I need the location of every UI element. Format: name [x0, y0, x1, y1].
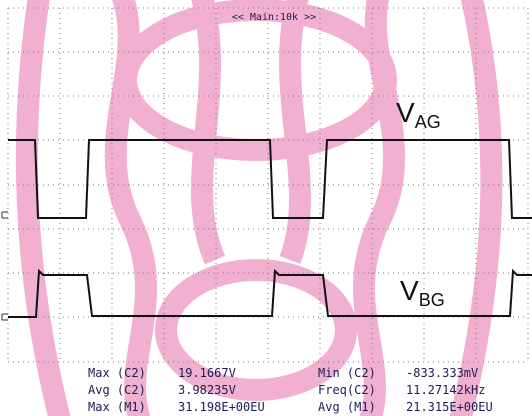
measure-value: 31.198E+00EU: [178, 400, 265, 414]
measure-name: Min (C2): [318, 366, 376, 380]
measure-value: 19.1667V: [178, 366, 236, 380]
measure-name: Max (C2): [88, 366, 146, 380]
measure-value: -833.333mV: [406, 366, 478, 380]
measure-name: Avg (C2): [88, 383, 146, 397]
measure-name: Avg (M1): [318, 400, 376, 414]
measure-value: 11.27142kHz: [406, 383, 485, 397]
timebase-label: << Main:10k >>: [232, 12, 316, 23]
scope-screen: << Main:10k >> VAG VBG Max (C2) 19.1667V…: [0, 0, 532, 416]
measure-name: Freq(C2): [318, 383, 376, 397]
measure-value: 21.315E+00EU: [406, 400, 493, 414]
measure-value: 3.98235V: [178, 383, 236, 397]
measure-name: Max (M1): [88, 400, 146, 414]
background: [0, 0, 532, 416]
